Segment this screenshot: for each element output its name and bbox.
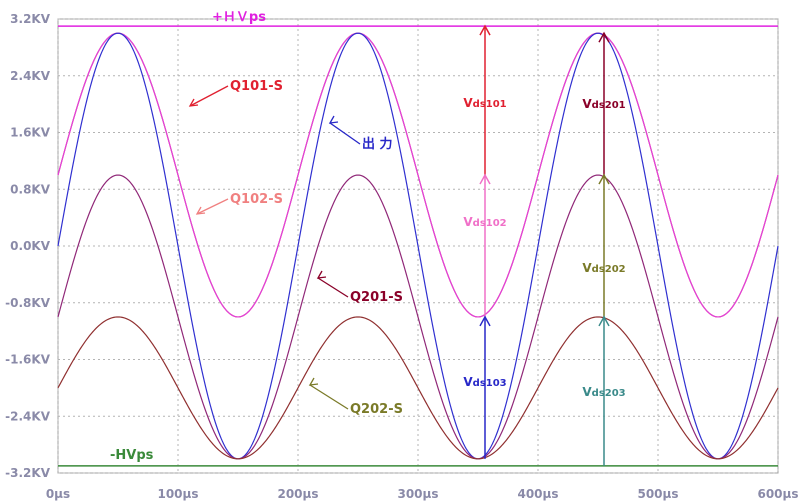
x-tick-label: 400µs (517, 487, 558, 501)
vds-arrows: Vds101 Vds102 Vds103 Vds201 Vds202 Vds203 (463, 24, 626, 466)
vds-label: Vds101 (463, 96, 506, 110)
x-tick-label: 500µs (637, 487, 678, 501)
grid (57, 18, 779, 474)
label-pointer (189, 85, 229, 107)
y-tick-label: -0.8KV (5, 296, 51, 310)
x-tick-label: 300µs (397, 487, 438, 501)
vds-label: Vds103 (463, 375, 506, 389)
vds-label: Vds203 (582, 385, 625, 399)
supply-rails: +ＨＶps -HVps (58, 10, 778, 467)
vds-label: Vds102 (463, 215, 506, 229)
y-tick-labels: 3.2KV 2.4KV 1.6KV 0.8KV 0.0KV -0.8KV -1.6KV -2.… (5, 12, 51, 480)
rail-label: +ＨＶps (212, 10, 266, 25)
y-tick-label: 0.0KV (10, 239, 51, 253)
y-tick-label: 1.6KV (10, 126, 51, 140)
y-tick-label: 3.2KV (10, 12, 51, 26)
y-tick-label: -2.4KV (5, 409, 51, 423)
series-line (57, 316, 779, 460)
label-pointer-head (328, 115, 339, 124)
rail-label: -HVps (110, 448, 154, 463)
wave-label: Q201-S (350, 290, 403, 305)
label-pointer-head (308, 377, 319, 386)
x-tick-label: 200µs (277, 487, 318, 501)
label-pointer (309, 384, 349, 410)
label-pointer (317, 277, 349, 298)
vds-arrowhead (479, 173, 491, 185)
wave-label: Q101-S (230, 79, 283, 94)
x-tick-label: 600µs (757, 487, 798, 501)
label-pointer (196, 198, 229, 215)
y-tick-label: 0.8KV (10, 182, 51, 196)
series-line (57, 32, 779, 460)
vds-label: Vds201 (582, 97, 625, 111)
label-pointer (329, 122, 361, 145)
wave-labels: Q101-S Q102-S 出 力 Q201-S Q202-S (188, 79, 403, 417)
vds-arrowhead (598, 173, 610, 185)
x-tick-label: 100µs (157, 487, 198, 501)
wave-label: 出 力 (362, 136, 393, 152)
vds-arrowhead (598, 315, 610, 327)
y-tick-label: 2.4KV (10, 69, 51, 83)
wave-label: Q102-S (230, 192, 283, 207)
series-group (57, 32, 779, 460)
label-pointer-head (188, 98, 199, 107)
label-pointer-head (316, 270, 327, 279)
y-tick-label: -1.6KV (5, 353, 51, 367)
vds-arrowhead (598, 31, 610, 43)
vds-arrowhead (479, 315, 491, 327)
x-tick-labels: 0µs 100µs 200µs 300µs 400µs 500µs 600µs (46, 487, 799, 501)
series-line (57, 174, 779, 460)
wave-label: Q202-S (350, 402, 403, 417)
label-pointer-head (195, 206, 206, 215)
y-tick-label: -3.2KV (5, 466, 51, 480)
vds-label: Vds202 (582, 261, 625, 275)
vds-arrowhead (479, 24, 491, 36)
x-tick-label: 0µs (46, 487, 70, 501)
series-line (57, 32, 779, 318)
